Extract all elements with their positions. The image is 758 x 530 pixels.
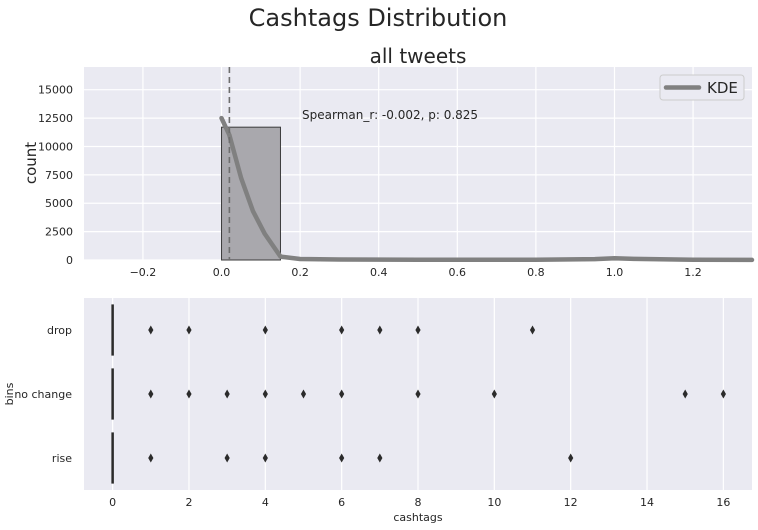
strip-outlier-points	[148, 325, 726, 463]
histogram-x-tick-labels: −0.2 0.0 0.2 0.4 0.6 0.8 1.0 1.2	[130, 266, 702, 279]
histogram-y-tick-label: 7500	[45, 169, 73, 182]
outlier-point	[339, 389, 345, 399]
outlier-point	[568, 453, 574, 463]
outlier-point	[339, 453, 345, 463]
strip-y-axis-label: bins	[3, 382, 16, 405]
outlier-point	[224, 453, 230, 463]
strip-x-tick-label: 10	[487, 496, 501, 509]
figure-title: Cashtags Distribution	[249, 4, 508, 32]
histogram-legend: KDE	[659, 74, 745, 101]
histogram-plot-area	[84, 67, 752, 260]
outlier-point	[148, 453, 154, 463]
histogram-x-tick-label: 0.6	[449, 266, 467, 279]
histogram-x-tick-label: −0.2	[130, 266, 157, 279]
strip-x-axis-label: cashtags	[393, 511, 443, 524]
outlier-point	[262, 453, 268, 463]
histogram-panel: all tweets count −0.2 0.0 0.2 0.4 0.6 0.8 1.0 1…	[22, 44, 755, 279]
outlier-point	[415, 325, 421, 335]
histogram-y-tick-label: 5000	[45, 197, 73, 210]
strip-x-tick-label: 8	[415, 496, 422, 509]
histogram-y-tick-label: 12500	[38, 112, 73, 125]
outlier-point	[262, 389, 268, 399]
outlier-point	[186, 389, 192, 399]
outlier-point	[682, 389, 688, 399]
strip-panel: drop no change rise 0 2 4 6 8 10 12 14 16 bins cas…	[3, 298, 752, 524]
histogram-y-tick-label: 2500	[45, 226, 73, 239]
outlier-point	[720, 389, 726, 399]
outlier-point	[224, 389, 230, 399]
spearman-annotation: Spearman_r: -0.002, p: 0.825	[302, 108, 478, 122]
kde-line	[219, 115, 755, 263]
histogram-x-tick-label: 0.0	[213, 266, 231, 279]
histogram-title: all tweets	[370, 44, 467, 68]
strip-category-label: no change	[14, 388, 72, 401]
histogram-y-tick-label: 10000	[38, 140, 73, 153]
outlier-point	[415, 389, 421, 399]
outlier-point	[148, 325, 154, 335]
outlier-point	[148, 389, 154, 399]
histogram-x-tick-label: 1.2	[684, 266, 702, 279]
strip-x-tick-label: 14	[640, 496, 654, 509]
histogram-y-tick-label: 15000	[38, 84, 73, 97]
strip-category-label: rise	[52, 452, 72, 465]
legend-box	[659, 74, 745, 101]
strip-category-labels: drop no change rise	[14, 324, 72, 465]
outlier-point	[491, 389, 497, 399]
outlier-point	[339, 325, 345, 335]
outlier-point	[529, 325, 536, 335]
strip-x-tick-label: 4	[262, 496, 269, 509]
histogram-y-tick-label: 0	[66, 254, 73, 267]
outlier-point	[186, 325, 192, 335]
histogram-y-axis-label: count	[22, 142, 40, 184]
histogram-x-tick-label: 0.2	[291, 266, 309, 279]
histogram-x-tick-label: 0.4	[370, 266, 388, 279]
outlier-point	[377, 325, 383, 335]
strip-x-tick-label: 0	[109, 496, 116, 509]
outlier-point	[377, 453, 383, 463]
strip-x-tick-label: 2	[185, 496, 192, 509]
strip-x-tick-labels: 0 2 4 6 8 10 12 14 16	[109, 496, 730, 509]
strip-x-tick-label: 6	[338, 496, 345, 509]
strip-category-label: drop	[47, 324, 72, 337]
histogram-y-tick-labels: 0 2500 5000 7500 10000 12500 15000	[38, 84, 73, 267]
legend-kde-label: KDE	[707, 79, 738, 97]
outlier-point	[300, 389, 307, 399]
histogram-x-tick-label: 0.8	[527, 266, 545, 279]
outlier-point	[262, 325, 268, 335]
strip-x-tick-label: 16	[716, 496, 730, 509]
histogram-x-tick-label: 1.0	[606, 266, 624, 279]
strip-x-tick-label: 12	[564, 496, 578, 509]
